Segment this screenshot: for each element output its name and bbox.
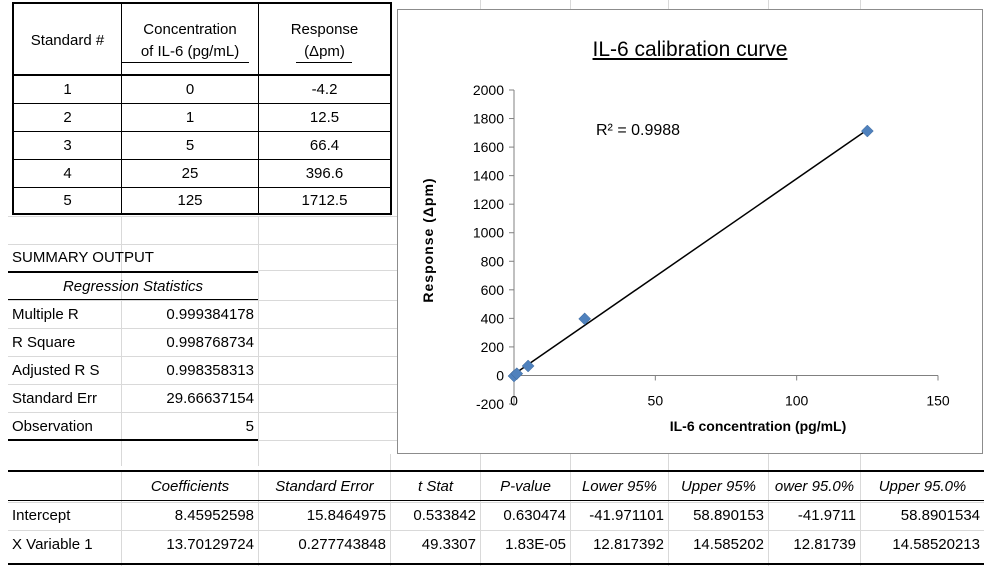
- stat-value: 0.998358313: [166, 363, 254, 378]
- chart-title: IL-6 calibration curve: [592, 38, 788, 61]
- y-tick-label: 800: [481, 253, 505, 269]
- coef-header: Standard Error: [275, 479, 374, 494]
- table-cell: 0: [185, 82, 195, 97]
- coef-header: Lower 95%: [581, 479, 658, 494]
- header-response-line1: Response: [290, 22, 359, 37]
- table-cell: 13.70129724: [166, 537, 254, 552]
- x-tick-label: 150: [926, 392, 950, 408]
- stat-label: R Square: [12, 335, 76, 350]
- table-cell: 15.8464975: [306, 508, 386, 523]
- coef-header: P-value: [500, 479, 551, 494]
- table-cell: 8.45952598: [174, 508, 254, 523]
- table-cell: 4: [63, 166, 72, 181]
- table-cell: 14.58520213: [892, 537, 980, 552]
- table-cell: 0.630474: [503, 508, 566, 523]
- stat-label: Multiple R: [12, 307, 79, 322]
- stat-value: 5: [245, 419, 254, 434]
- x-tick-label: 50: [648, 392, 664, 408]
- table-cell: 3: [63, 138, 72, 153]
- coef-header: ower 95.0%: [774, 479, 855, 494]
- y-tick-label: 2000: [473, 82, 504, 98]
- table-cell: 5: [63, 193, 72, 208]
- coef-header: Upper 95%: [680, 479, 757, 494]
- coef-row-label: X Variable 1: [12, 537, 93, 552]
- table-cell: 58.890153: [693, 508, 764, 523]
- stat-value: 0.998768734: [166, 335, 254, 350]
- table-cell: 66.4: [309, 138, 340, 153]
- x-tick-label: 0: [510, 392, 518, 408]
- y-tick-label: 1000: [473, 225, 504, 241]
- table-cell: 49.3307: [421, 537, 476, 552]
- table-cell: 125: [177, 193, 203, 208]
- y-tick-label: 400: [481, 310, 505, 326]
- table-cell: -41.971101: [589, 508, 664, 523]
- table-cell: -41.9711: [797, 508, 856, 523]
- table-cell: 0.533842: [413, 508, 476, 523]
- stat-value: 0.999384178: [166, 307, 254, 322]
- stat-label: Observation: [12, 419, 93, 434]
- data-point: [860, 124, 874, 138]
- coef-header: Coefficients: [150, 479, 230, 494]
- table-cell: 25: [181, 166, 199, 181]
- coef-row-label: Intercept: [12, 508, 71, 523]
- table-cell: 2: [63, 110, 72, 125]
- header-concentration-line2: of IL-6 (pg/mL): [140, 44, 240, 59]
- coef-header: Upper 95.0%: [878, 479, 967, 494]
- y-tick-label: 1600: [473, 139, 504, 155]
- table-cell: 1: [185, 110, 195, 125]
- header-response-line2: (Δpm): [304, 44, 345, 59]
- y-tick-label: 1200: [473, 196, 504, 212]
- table-cell: 1712.5: [301, 193, 348, 208]
- table-cell: 0.277743848: [298, 537, 386, 552]
- y-tick-label: 600: [481, 282, 505, 298]
- table-cell: 1.83E-05: [505, 537, 566, 552]
- table-cell: 12.5: [309, 110, 340, 125]
- regression-statistics-title: Regression Statistics: [62, 279, 204, 294]
- y-tick-label: 1800: [473, 111, 504, 127]
- stat-label: Adjusted R S: [12, 363, 100, 378]
- header-standard: Standard #: [30, 33, 105, 48]
- table-cell: 58.8901534: [900, 508, 980, 523]
- r-squared-label: R² = 0.9988: [596, 122, 681, 139]
- data-point: [578, 312, 592, 326]
- table-cell: 14.585202: [693, 537, 764, 552]
- table-cell: -4.2: [311, 82, 338, 97]
- table-cell: 12.81739: [793, 537, 856, 552]
- table-cell: 1: [63, 82, 72, 97]
- table-cell: 5: [185, 138, 195, 153]
- x-tick-label: 100: [785, 392, 809, 408]
- stat-value: 29.66637154: [166, 391, 254, 406]
- data-point: [510, 367, 524, 381]
- trendline: [513, 129, 868, 375]
- stat-label: Standard Err: [12, 391, 98, 406]
- data-point: [521, 359, 535, 373]
- y-tick-label: 200: [481, 339, 505, 355]
- x-axis-label: IL-6 concentration (pg/mL): [669, 418, 847, 434]
- header-concentration-line1: Concentration: [143, 22, 237, 37]
- table-cell: 396.6: [305, 166, 344, 181]
- y-tick-label: -200: [476, 396, 504, 412]
- y-tick-label: 1400: [473, 168, 504, 184]
- y-tick-label: 0: [496, 367, 504, 383]
- calibration-chart[interactable]: IL-6 calibration curve R² = 0.9988 Respo…: [397, 9, 983, 454]
- summary-title: SUMMARY OUTPUT: [12, 250, 154, 265]
- chart-plot-area: -200020040060080010001200140016001800200…: [473, 82, 950, 412]
- coef-header: t Stat: [417, 479, 454, 494]
- table-cell: 12.817392: [593, 537, 664, 552]
